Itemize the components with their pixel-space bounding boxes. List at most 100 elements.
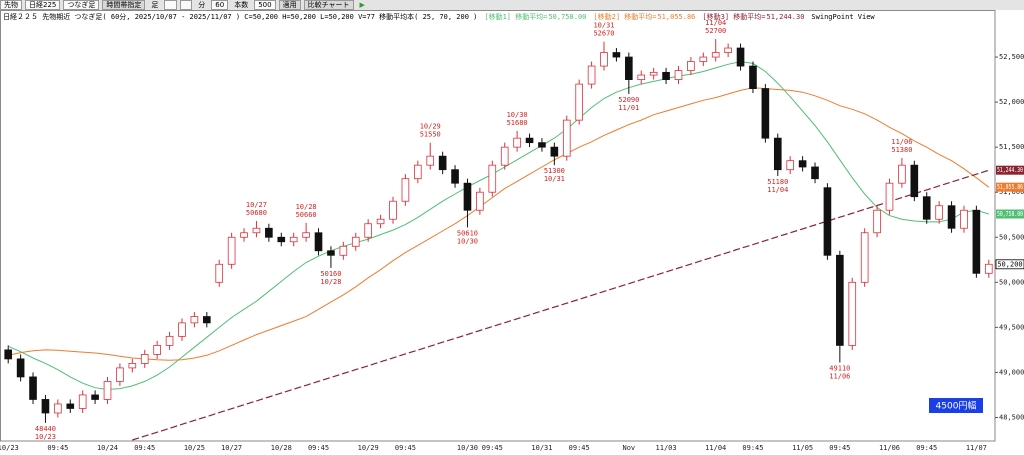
swing-price: 52670 (593, 30, 614, 38)
candle-body (600, 52, 608, 67)
candle-body (202, 316, 211, 324)
candle-body (761, 88, 770, 139)
candle-body (898, 164, 906, 184)
x-tick-label: 09:45 (916, 444, 937, 452)
bar-type-box[interactable] (179, 0, 193, 10)
candle-body (960, 209, 968, 229)
candle-body (438, 155, 447, 171)
swing-date: 10/30 (457, 237, 478, 245)
session-button[interactable]: 時間帯指定 (102, 0, 146, 10)
x-tick-label: 10/28 (271, 444, 292, 452)
bar-type-box[interactable] (164, 0, 177, 10)
ma-tag-label: 51,244.30 (997, 166, 1023, 174)
y-tick-label: 52,500 (999, 53, 1024, 61)
candle-body (178, 322, 186, 337)
swing-price: 51380 (891, 146, 912, 154)
candle-body (699, 56, 708, 62)
candle-body (637, 74, 646, 80)
ma-tag (996, 209, 1024, 219)
candle-body (389, 200, 397, 220)
candle-body (16, 358, 25, 378)
bar-label: 足 (151, 1, 159, 9)
ma-tag (996, 182, 1024, 192)
candle-body (984, 263, 993, 274)
minute-label: 分 (198, 1, 206, 9)
swing-price: 49110 (829, 365, 850, 373)
candle-body (550, 146, 559, 157)
swing-date: 10/28 (320, 278, 341, 286)
candle-body (41, 399, 50, 414)
range-badge: 4500円幅 (936, 400, 977, 412)
candle-body (612, 52, 621, 58)
candle-body (885, 182, 894, 211)
candle-body (476, 191, 484, 211)
apply-button[interactable]: 適用 (278, 0, 301, 10)
candle-body (786, 160, 795, 171)
candle-body (687, 61, 695, 71)
x-tick-label: 09:45 (308, 444, 329, 452)
x-tick-label: 11/04 (705, 444, 726, 452)
candle-body (165, 335, 174, 346)
candle-body (836, 254, 844, 346)
price-tag (995, 259, 1024, 270)
range-badge-box (929, 398, 983, 413)
candle-body (798, 160, 807, 168)
swing-date: 10/23 (35, 433, 56, 441)
x-tick-label: 11/03 (656, 444, 677, 452)
series-select[interactable]: つなぎ足 (63, 0, 100, 10)
y-tick-label: 49,500 (999, 323, 1024, 331)
y-tick-label: 52,000 (999, 98, 1024, 106)
swing-price: 51550 (420, 131, 441, 139)
x-tick-label: 11/06 (879, 444, 900, 452)
count-input[interactable]: 500 (254, 0, 276, 10)
candle-body (103, 381, 112, 400)
candle-body (289, 236, 298, 243)
legend-value: 51,244.30 (766, 13, 804, 21)
candle-body (649, 71, 658, 76)
swing-date: 11/06 (829, 373, 850, 381)
candle-body (91, 394, 99, 400)
candle-body (711, 52, 720, 58)
x-tick-label: 09:45 (47, 444, 68, 452)
compare-button[interactable]: 比較チャート (303, 0, 354, 10)
swing-price: 52700 (705, 27, 726, 35)
candle-body (463, 182, 472, 211)
legend-name: [移動1] 移動平均= (484, 12, 547, 21)
candle-body (525, 137, 534, 144)
legend-name: [移動2] 移動平均= (593, 12, 656, 21)
x-tick-label: Nov (623, 444, 636, 452)
swing-date: 11/04 (767, 186, 788, 194)
candle-body (513, 137, 521, 148)
y-tick-label: 51,000 (999, 188, 1024, 196)
candle-body (587, 65, 596, 85)
x-tick-label: 10/24 (97, 444, 118, 452)
legend-value: 50,758.00 (548, 13, 586, 21)
candle-body (215, 263, 224, 283)
candle-body (823, 187, 832, 256)
count-label: 本数 (234, 1, 249, 9)
legend-value: 51,055.86 (657, 13, 695, 21)
candle-body (364, 223, 372, 238)
minute-input[interactable]: 60 (211, 0, 229, 10)
swing-date: 10/28 (296, 203, 317, 211)
candle-body (562, 119, 571, 157)
candle-body (401, 178, 410, 202)
x-tick-label: 10/29 (358, 444, 379, 452)
ma-line (8, 61, 989, 391)
candle-body (339, 245, 348, 256)
candle-body (54, 403, 62, 414)
candle-body (29, 376, 37, 400)
candle-body (538, 142, 546, 148)
symbol-select[interactable]: 日経225 (25, 0, 61, 10)
candle-body (78, 394, 87, 409)
y-tick-label: 48,500 (999, 413, 1024, 421)
candle-body (4, 349, 13, 360)
x-tick-label: 09:45 (395, 444, 416, 452)
candle-body (935, 205, 943, 220)
candle-body (451, 169, 459, 184)
market-select[interactable]: 先物 (0, 0, 22, 10)
candle-body (736, 47, 745, 67)
play-icon[interactable]: ▶ (359, 1, 365, 9)
